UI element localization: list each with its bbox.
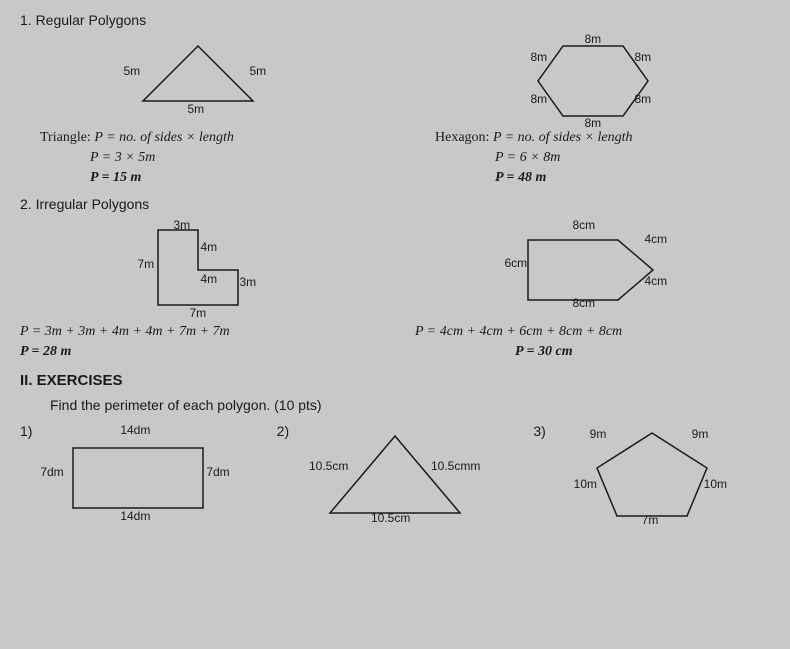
ex1-right: 7dm	[206, 465, 229, 479]
section1-title: 1. Regular Polygons	[20, 12, 770, 28]
triangle-shape: 5m 5m 5m	[20, 36, 375, 126]
p2-l5: 6cm	[505, 256, 528, 270]
pentagon2-calc: P = 4cm + 4cm + 6cm + 8cm + 8cm	[415, 324, 770, 340]
ls-l6: 7m	[190, 306, 207, 320]
pentagon2-shape: 8cm 4cm 4cm 8cm 6cm	[415, 220, 770, 320]
hexagon-formula-line: Hexagon: P = no. of sides × length	[415, 130, 770, 146]
hex-l6: 8m	[585, 116, 602, 130]
ex3-s1: 9m	[590, 427, 607, 441]
triangle-left-label: 5m	[124, 64, 141, 78]
ex2-bottom: 10.5cm	[371, 511, 410, 525]
hex-l5: 8m	[635, 92, 652, 106]
lshape-col: 3m 4m 4m 3m 7m 7m P = 3m + 3m + 4m + 4m …	[20, 220, 375, 360]
ex2-right: 10.5cmm	[431, 459, 480, 473]
ex2-left: 10.5cm	[309, 459, 348, 473]
lshape-result: P = 28 m	[20, 344, 375, 360]
exercises-instruction: Find the perimeter of each polygon. (10 …	[20, 397, 770, 413]
ex3-s4: 10m	[704, 477, 727, 491]
ls-l2: 4m	[201, 240, 218, 254]
ex3-s3: 10m	[574, 477, 597, 491]
hexagon-name: Hexagon:	[435, 130, 489, 145]
hexagon-col: 8m 8m 8m 8m 8m 8m Hexagon: P = no. of si…	[415, 36, 770, 186]
pentagon2-col: 8cm 4cm 4cm 8cm 6cm P = 4cm + 4cm + 6cm …	[415, 220, 770, 360]
ex1-shape: 14dm 7dm 14dm 7dm	[20, 423, 257, 533]
ls-l1: 3m	[174, 218, 191, 232]
ex1-left: 7dm	[40, 465, 63, 479]
triangle-result: P = 15 m	[20, 170, 375, 186]
section2-title: 2. Irregular Polygons	[20, 196, 770, 212]
ls-l5: 7m	[138, 257, 155, 271]
hex-l2: 8m	[531, 50, 548, 64]
triangle-calc: P = 3 × 5m	[20, 150, 375, 166]
hexagon-calc: P = 6 × 8m	[415, 150, 770, 166]
p2-l2: 4cm	[645, 232, 668, 246]
p2-l4: 8cm	[573, 296, 596, 310]
triangle-right-label: 5m	[250, 64, 267, 78]
hexagon-shape: 8m 8m 8m 8m 8m 8m	[415, 36, 770, 126]
exercises-row: 1) 14dm 7dm 14dm 7dm 2) 10.5cm 10.5cmm 1…	[20, 423, 770, 533]
triangle-formula-line: Triangle: P = no. of sides × length	[20, 130, 375, 146]
exercises-heading: II. EXERCISES	[20, 372, 770, 389]
lshape-shape: 3m 4m 4m 3m 7m 7m	[20, 220, 375, 320]
ex1-top: 14dm	[120, 423, 150, 437]
triangle-bottom-label: 5m	[188, 102, 205, 116]
p2-l1: 8cm	[573, 218, 596, 232]
irregular-polygons-row: 3m 4m 4m 3m 7m 7m P = 3m + 3m + 4m + 4m …	[20, 220, 770, 360]
exercise-1: 1) 14dm 7dm 14dm 7dm	[20, 423, 257, 533]
triangle-col: 5m 5m 5m Triangle: P = no. of sides × le…	[20, 36, 375, 186]
hexagon-formula: P = no. of sides × length	[493, 130, 633, 145]
ex1-bottom: 14dm	[120, 509, 150, 523]
hex-l3: 8m	[635, 50, 652, 64]
ex2-shape: 10.5cm 10.5cmm 10.5cm	[277, 423, 514, 533]
regular-polygons-row: 5m 5m 5m Triangle: P = no. of sides × le…	[20, 36, 770, 186]
exercise-2: 2) 10.5cm 10.5cmm 10.5cm	[277, 423, 514, 533]
hex-l4: 8m	[531, 92, 548, 106]
ex3-shape: 9m 9m 10m 10m 7m	[533, 423, 770, 533]
ex3-s2: 9m	[692, 427, 709, 441]
exercise-3: 3) 9m 9m 10m 10m 7m	[533, 423, 770, 533]
hex-l1: 8m	[585, 32, 602, 46]
ex3-s5: 7m	[642, 513, 659, 527]
lshape-calc: P = 3m + 3m + 4m + 4m + 7m + 7m	[20, 324, 375, 340]
ls-l3: 4m	[201, 272, 218, 286]
triangle-name: Triangle:	[40, 130, 91, 145]
p2-l3: 4cm	[645, 274, 668, 288]
triangle-formula: P = no. of sides × length	[94, 130, 234, 145]
hexagon-result: P = 48 m	[415, 170, 770, 186]
pentagon2-result: P = 30 cm	[415, 344, 770, 360]
ls-l4: 3m	[240, 275, 257, 289]
